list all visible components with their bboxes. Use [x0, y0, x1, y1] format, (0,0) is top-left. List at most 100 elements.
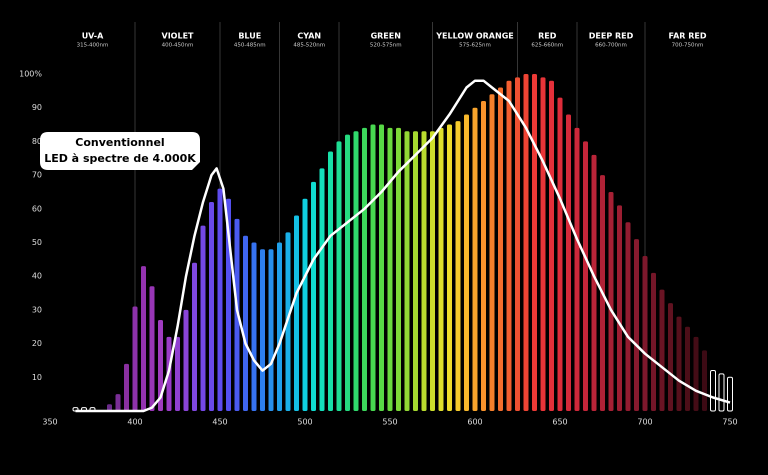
- bar: [124, 363, 129, 411]
- bar: [455, 121, 461, 412]
- y-tick-label: 90: [32, 103, 42, 112]
- bar: [243, 235, 248, 411]
- bar: [362, 127, 367, 412]
- band-name: YELLOW ORANGE: [435, 32, 513, 41]
- bar: [311, 181, 316, 411]
- x-tick-label: 750: [722, 418, 737, 427]
- bar: [413, 131, 418, 412]
- bar: [464, 114, 469, 411]
- band-range: 700-750nm: [672, 43, 704, 49]
- bar: [200, 225, 206, 411]
- bar: [370, 124, 376, 412]
- bar: [430, 131, 435, 412]
- bar: [668, 303, 673, 411]
- band-name: GREEN: [371, 32, 401, 41]
- band-name: UV-A: [82, 32, 104, 41]
- bar: [319, 168, 325, 411]
- band-name: CYAN: [297, 32, 321, 41]
- bar: [404, 131, 410, 412]
- bar: [353, 131, 359, 412]
- bar: [523, 74, 529, 411]
- bar: [115, 394, 121, 411]
- bar: [183, 309, 189, 411]
- bar: [336, 141, 342, 411]
- bar: [693, 336, 699, 411]
- band-range: 315-400nm: [77, 43, 109, 49]
- band-name: VIOLET: [162, 32, 195, 41]
- bar: [345, 134, 350, 411]
- bar: [217, 188, 223, 411]
- bar: [634, 239, 639, 411]
- bar: [489, 94, 495, 411]
- band-name: DEEP RED: [589, 32, 634, 41]
- band-range: 520-575nm: [370, 43, 402, 49]
- bar: [583, 141, 588, 411]
- bar: [481, 100, 486, 412]
- x-tick-label: 700: [637, 418, 652, 427]
- bar: [515, 77, 520, 412]
- x-tick-label: 550: [382, 418, 397, 427]
- y-tick-label: 70: [32, 171, 42, 180]
- bar: [642, 255, 648, 411]
- bar: [659, 289, 665, 411]
- band-range: 575-625nm: [459, 43, 491, 49]
- bar: [540, 77, 546, 412]
- bar: [107, 404, 112, 411]
- x-tick-label: 400: [127, 418, 142, 427]
- bar: [132, 306, 138, 411]
- band-range: 485-520nm: [293, 43, 325, 49]
- bar: [192, 262, 197, 411]
- bar: [158, 320, 163, 411]
- x-tick-label: 600: [467, 418, 482, 427]
- bar: [549, 80, 554, 412]
- bar: [251, 242, 257, 411]
- bar: [506, 80, 512, 412]
- band-range: 625-660nm: [531, 43, 563, 49]
- bar: [328, 151, 333, 411]
- band-range: 660-700nm: [595, 43, 627, 49]
- bar: [387, 127, 393, 412]
- bar: [260, 249, 265, 411]
- bar: [498, 87, 503, 411]
- spectrum-line: [75, 79, 731, 413]
- bar: [685, 326, 690, 411]
- bar: [710, 370, 716, 412]
- y-tick-label: 10: [32, 373, 42, 382]
- bar: [472, 107, 478, 411]
- bar: [591, 154, 597, 411]
- y-tick-label: 40: [32, 272, 42, 281]
- bar: [175, 336, 180, 411]
- bar: [141, 266, 146, 411]
- bar: [379, 124, 384, 412]
- band-name: BLUE: [238, 32, 261, 41]
- x-tick-label: 500: [297, 418, 312, 427]
- band-name: RED: [538, 32, 557, 41]
- bar: [421, 131, 427, 412]
- x-tick-label: 650: [552, 418, 567, 427]
- annotation-bubble: [40, 132, 200, 170]
- bar: [447, 124, 452, 412]
- bar: [532, 74, 537, 411]
- annotation: Conventionnel LED à spectre de 4.000K: [40, 132, 200, 170]
- bar: [302, 198, 308, 411]
- bar: [566, 114, 571, 411]
- bar: [718, 373, 725, 412]
- band-name: FAR RED: [669, 32, 707, 41]
- bar: [651, 272, 656, 411]
- bar: [625, 222, 631, 411]
- band-range: 450-485nm: [234, 43, 266, 49]
- y-tick-label: 20: [32, 339, 42, 348]
- x-tick-label: 350: [42, 418, 57, 427]
- bar: [396, 127, 401, 412]
- bar: [608, 191, 614, 411]
- bar: [676, 316, 682, 411]
- y-tick-label: 30: [32, 305, 42, 314]
- bar: [727, 376, 733, 412]
- annotation-line: LED à spectre de 4.000K: [44, 152, 196, 165]
- bar: [209, 202, 214, 411]
- y-tick-label: 80: [32, 137, 42, 146]
- bar: [149, 286, 155, 411]
- x-tick-label: 450: [212, 418, 227, 427]
- bar: [268, 249, 274, 411]
